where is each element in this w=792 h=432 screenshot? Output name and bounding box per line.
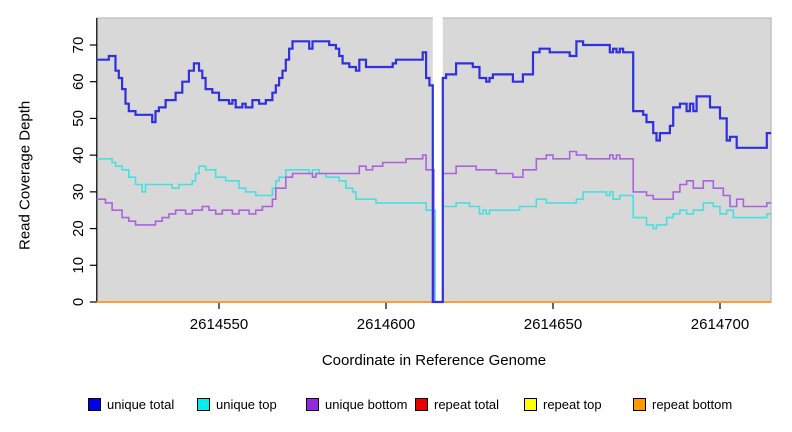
x-tick-label: 2614550 bbox=[190, 316, 248, 333]
legend-item-repeat-bottom: repeat bottom bbox=[633, 396, 732, 412]
gap-region bbox=[432, 14, 443, 307]
y-tick-label: 30 bbox=[70, 184, 87, 201]
x-tick-label: 2614700 bbox=[691, 316, 749, 333]
y-tick-label: 10 bbox=[70, 257, 87, 274]
legend-swatch-repeat-bottom bbox=[633, 397, 646, 411]
series-unique-total bbox=[96, 40, 772, 304]
legend-label: repeat bottom bbox=[652, 396, 733, 412]
legend-label: unique top bbox=[216, 396, 277, 412]
legend-item-repeat-top: repeat top bbox=[524, 396, 602, 412]
x-tick-label: 2614600 bbox=[357, 316, 415, 333]
legend-swatch-repeat-total bbox=[415, 397, 428, 411]
y-tick-label: 0 bbox=[70, 298, 87, 306]
y-tick-label: 40 bbox=[70, 147, 87, 164]
legend-item-unique-bottom: unique bottom bbox=[306, 396, 407, 412]
legend-swatch-unique-total bbox=[88, 397, 101, 411]
legend-item-repeat-total: repeat total bbox=[415, 396, 499, 412]
x-axis-title: Coordinate in Reference Genome bbox=[321, 352, 547, 369]
legend-label: unique bottom bbox=[325, 396, 408, 412]
x-tick-label: 2614650 bbox=[524, 316, 582, 333]
series-unique-top bbox=[96, 158, 772, 303]
y-axis-title: Read Coverage Depth bbox=[16, 100, 34, 250]
legend-item-unique-total: unique total bbox=[88, 396, 174, 412]
y-tick-label: 20 bbox=[70, 220, 87, 237]
legend-item-unique-top: unique top bbox=[197, 396, 277, 412]
legend: unique total unique top unique bottom repea… bbox=[0, 396, 792, 414]
y-tick-label: 70 bbox=[70, 37, 87, 54]
legend-swatch-unique-top bbox=[197, 397, 210, 411]
legend-label: repeat total bbox=[434, 396, 500, 412]
y-tick-label: 60 bbox=[70, 73, 87, 90]
legend-swatch-unique-bottom bbox=[306, 397, 319, 411]
y-tick-label: 50 bbox=[70, 110, 87, 127]
plot-area: 0 10 20 30 40 50 60 70 2614550 2614600 2614650 2614… bbox=[69, 14, 772, 333]
legend-swatch-repeat-top bbox=[524, 397, 537, 411]
legend-label: unique total bbox=[107, 396, 175, 412]
legend-label: repeat top bbox=[543, 396, 602, 412]
series-unique-bottom bbox=[96, 150, 772, 303]
